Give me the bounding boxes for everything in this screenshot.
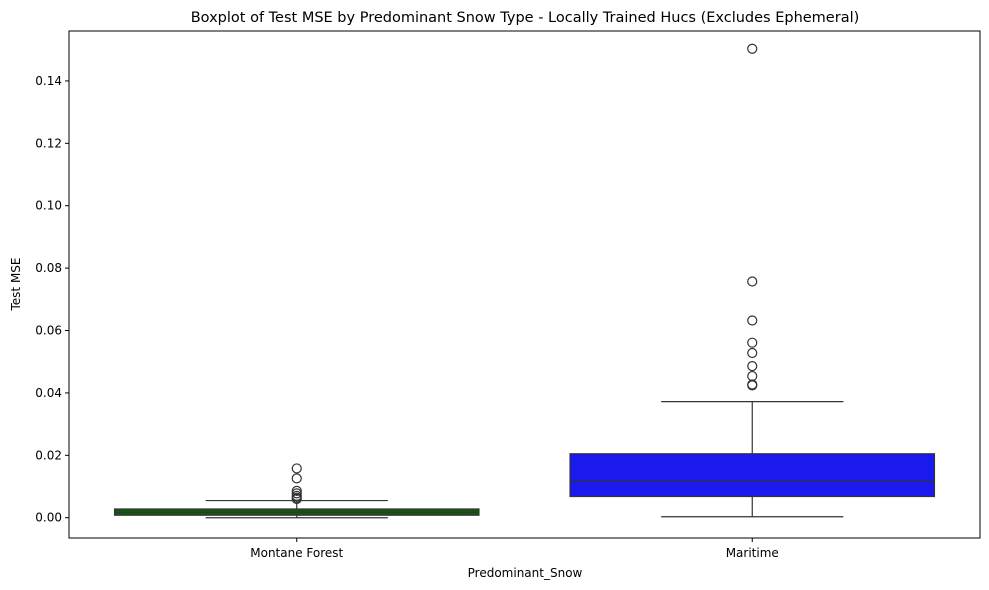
y-tick-label: 0.02 (35, 448, 62, 462)
plot-frame (68, 30, 981, 539)
box-group-montane-forest (113, 463, 480, 519)
y-tick-label: 0.10 (35, 199, 62, 213)
outlier-point (747, 347, 758, 359)
outlier-point (291, 485, 302, 496)
outlier-point (747, 380, 758, 391)
outlier-point (291, 473, 302, 484)
y-tick-label: 0.00 (35, 511, 62, 525)
y-axis-label: Test MSE (9, 258, 23, 312)
outlier-point (747, 315, 758, 326)
outlier-point (747, 43, 758, 54)
outlier-point (747, 276, 758, 287)
iqr-box (569, 453, 936, 498)
chart-title: Boxplot of Test MSE by Predominant Snow … (191, 10, 860, 26)
outlier-point (291, 488, 302, 499)
y-tick-label: 0.06 (35, 324, 62, 338)
y-tick-label: 0.14 (35, 74, 62, 88)
y-tick-label: 0.12 (35, 136, 62, 150)
x-tick-label: Montane Forest (250, 546, 343, 560)
x-tick-label: Maritime (726, 546, 779, 560)
outlier-point (747, 360, 758, 372)
outlier-point (291, 463, 302, 474)
plot-area (113, 43, 936, 519)
x-axis-label: Predominant_Snow (468, 566, 583, 580)
y-tick-label: 0.04 (35, 386, 62, 400)
axes: 0.00 0.02 0.04 0.06 0.08 0.10 0.12 0.14 Montane … (35, 74, 779, 560)
outlier-point (291, 493, 302, 505)
outlier-point (747, 337, 758, 348)
y-tick-label: 0.08 (35, 261, 62, 275)
box-group-maritime (569, 43, 936, 518)
